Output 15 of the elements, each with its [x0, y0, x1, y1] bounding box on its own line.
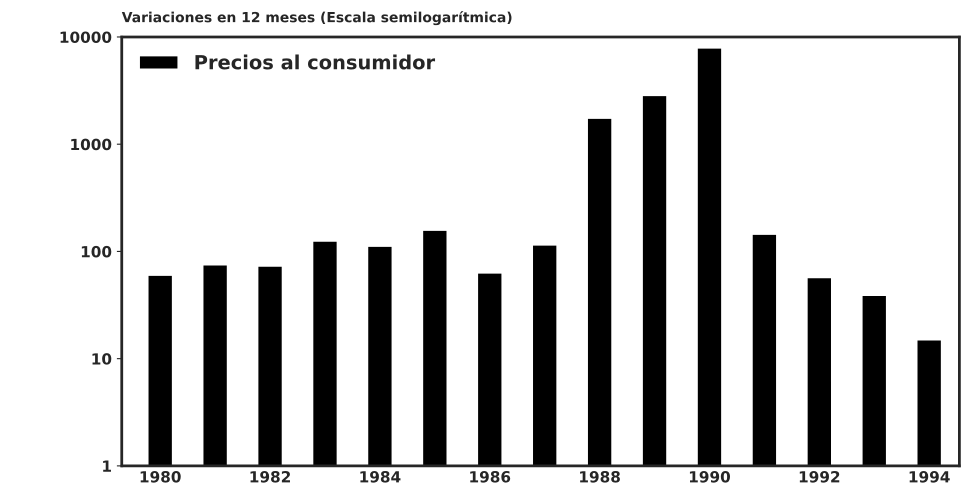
x-tick-label: 1988: [580, 471, 620, 483]
x-tick-label: 1984: [360, 471, 400, 483]
y-tick-label: 100: [82, 246, 112, 258]
legend-label: Precios al consumidor: [195, 54, 436, 70]
x-tick-label: 1994: [910, 471, 950, 483]
y-tick-label: 10: [92, 353, 112, 365]
y-tick-label: 1000: [71, 138, 112, 150]
x-tick-label: 1982: [250, 471, 290, 483]
y-tick-label: 1: [103, 460, 111, 472]
x-tick-label: 1990: [690, 471, 730, 483]
x-tick-label: 1992: [800, 471, 840, 483]
y-tick-label: 10000: [60, 31, 112, 43]
x-tick-label: 1986: [470, 471, 510, 483]
x-tick-label: 1980: [140, 471, 181, 483]
chart-title: Variaciones en 12 meses (Escala semilogarítmica): [122, 11, 512, 26]
